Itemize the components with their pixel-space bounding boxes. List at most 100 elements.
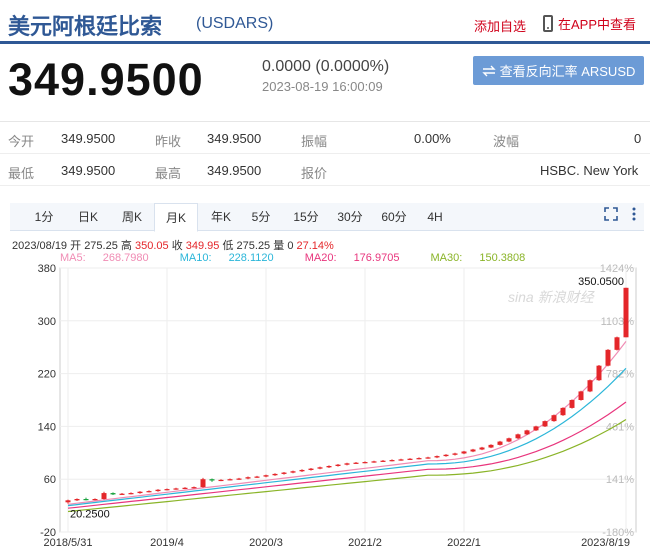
y-tick-label: 300 (38, 316, 56, 328)
x-tick-label: 2019/4 (150, 537, 184, 549)
candle-body (623, 287, 629, 338)
tab-15min[interactable]: 15分 (293, 210, 319, 224)
candle-body (488, 444, 494, 448)
candle-body (605, 349, 611, 366)
x-tick-label: 2018/5/31 (44, 537, 93, 549)
series-line-ma5 (67, 341, 627, 505)
y-tick-label: 380 (38, 263, 56, 275)
candle-body (398, 459, 404, 461)
series-line-ma30 (67, 418, 627, 513)
candle-body (182, 487, 188, 489)
x-tick-label: 2022/1 (447, 537, 481, 549)
y-tick-label: 140 (38, 421, 56, 433)
page-title: 美元阿根廷比索 (8, 15, 163, 40)
period-tabs: 1分 日K 周K 月K 年K 5分 15分 30分 60分 4H (10, 203, 644, 232)
candle-body (569, 400, 575, 408)
tab-60min[interactable]: 60分 (381, 210, 407, 224)
candle-body (119, 493, 125, 495)
tab-30min[interactable]: 30分 (337, 210, 363, 224)
candle-body (227, 479, 233, 481)
candle-body (200, 479, 206, 488)
kline-chart[interactable]: -20 -180%60 141%140 461%220 782%300 1103%380 1… (0, 262, 650, 557)
low-value: 275.25 (236, 240, 271, 252)
min-price-label: 20.2500 (70, 508, 110, 520)
price-change: 0.0000 (0.0000%) (262, 58, 390, 75)
close-value: 349.95 (185, 240, 220, 252)
stat-label: 振幅 (301, 134, 328, 149)
candle-body (452, 453, 458, 455)
ma10-legend: MA10: 228.1120 (179, 252, 274, 264)
candle-body (92, 499, 98, 501)
add-watchlist-button[interactable]: 添加自选 (474, 19, 527, 34)
candle-body (245, 477, 251, 479)
reverse-rate-label: 查看反向汇率 ARSUSD (499, 64, 636, 79)
ma20-legend: MA20: 176.9705 (304, 252, 400, 264)
stat-value: 349.9500 (207, 131, 262, 146)
candle-body (209, 479, 215, 481)
candle-body (443, 454, 449, 457)
candle-body (371, 461, 377, 463)
open-label: 开 (70, 240, 82, 252)
candle-body (191, 487, 197, 489)
tab-daily[interactable]: 日K (77, 210, 98, 224)
max-price-label: 350.0500 (578, 276, 624, 288)
more-menu-icon[interactable] (632, 207, 636, 221)
plot-frame (59, 267, 637, 533)
tab-4h[interactable]: 4H (427, 210, 443, 224)
fullscreen-icon[interactable] (604, 207, 618, 221)
y-tick-label-right: 461% (606, 421, 634, 433)
stat-label: 波幅 (493, 134, 520, 149)
stat-label: 报价 (301, 166, 328, 181)
current-price: 349.9500 (8, 54, 204, 105)
candle-body (614, 337, 620, 350)
candle-body (560, 407, 566, 416)
tab-weekly[interactable]: 周K (121, 210, 142, 224)
open-in-app-link[interactable]: 在APP中查看 (543, 14, 636, 33)
candle-body (254, 476, 260, 478)
tab-5min[interactable]: 5分 (251, 210, 271, 224)
candle-body (353, 462, 359, 464)
ma-legend: MA5: 268.7980 MA10: 228.1120 MA20: 176.9… (60, 252, 553, 264)
tab-1min[interactable]: 1分 (34, 210, 54, 224)
candle-body (308, 468, 314, 470)
candle-body (470, 449, 476, 452)
stats-row: 最低 349.9500 最高 349.9500 报价 HSBC. New Yor… (0, 154, 650, 186)
candle-body (110, 493, 116, 495)
bar-info: 2023/08/19 开 275.25 高 350.05 收 349.95 低 … (12, 237, 334, 253)
candle-body (272, 473, 278, 476)
tab-monthly[interactable]: 月K (154, 203, 198, 232)
stat-label: 最低 (8, 166, 35, 181)
reverse-rate-button[interactable]: 查看反向汇率 ARSUSD (473, 56, 644, 85)
stat-value: 0.00% (414, 131, 451, 146)
phone-icon (543, 15, 553, 32)
symbol-code: (USDARS) (196, 15, 274, 32)
candle-body (101, 493, 107, 499)
volume-value: 0 (287, 240, 294, 252)
candle-body (65, 500, 71, 503)
y-tick-label: 220 (38, 369, 56, 381)
candle-body (416, 458, 422, 460)
stat-value: 349.9500 (61, 131, 116, 146)
stat-value: HSBC. New York (540, 163, 639, 178)
candle-body (407, 458, 413, 460)
high-value: 350.05 (134, 240, 169, 252)
series-line-ma10 (67, 367, 627, 507)
candle-body (389, 460, 395, 462)
bar-date: 2023/08/19 (12, 240, 68, 252)
high-label: 高 (120, 240, 132, 252)
y-tick-label: 60 (44, 474, 56, 486)
tab-yearly[interactable]: 年K (210, 210, 231, 224)
stats-row: 今开 349.9500 昨收 349.9500 振幅 0.00% 波幅 0 (0, 122, 650, 154)
candle-body (425, 457, 431, 459)
candle-body (326, 466, 332, 468)
stat-value: 349.9500 (61, 163, 116, 178)
candle-body (236, 478, 242, 480)
candle-body (164, 489, 170, 491)
candle-body (263, 475, 269, 477)
x-tick-label: 2020/3 (249, 537, 283, 549)
y-tick-label-right: 141% (606, 474, 634, 486)
candle-body (317, 467, 323, 469)
candle-body (290, 471, 296, 473)
stat-label: 最高 (155, 166, 182, 181)
candle-body (218, 479, 224, 482)
